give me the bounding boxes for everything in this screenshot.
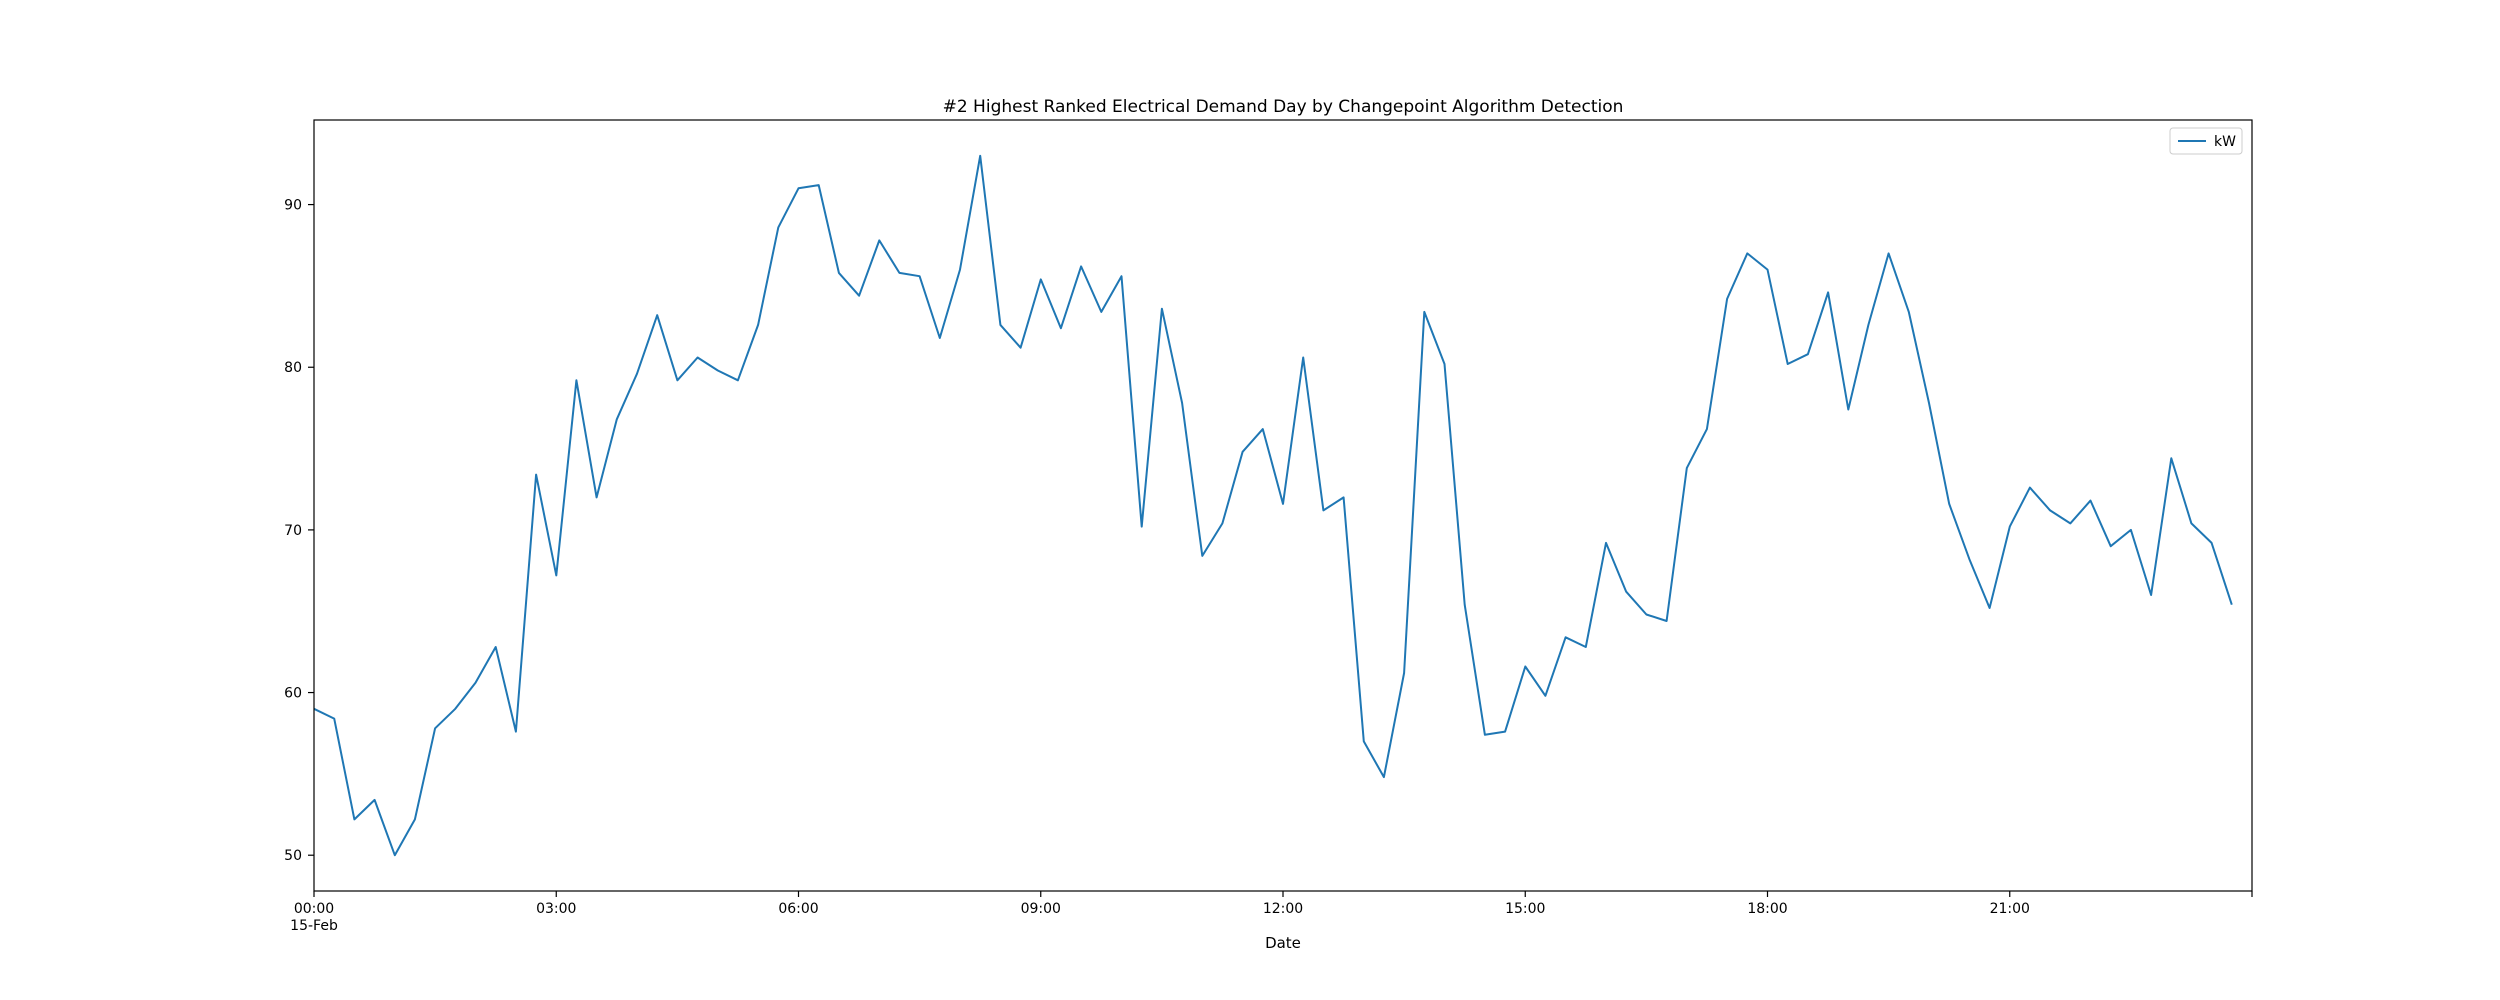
series-line-kw	[313, 154, 2233, 857]
x-tick-sublabel: 15-Feb	[290, 918, 338, 934]
y-tick-label: 60	[284, 686, 302, 702]
x-tick-label: 09:00	[1021, 901, 1061, 917]
x-tick-label: 03:00	[536, 901, 576, 917]
plot-area	[313, 119, 2253, 892]
y-tick-label: 70	[284, 523, 302, 539]
plot-frame	[313, 119, 2253, 892]
x-tick-label: 06:00	[778, 901, 818, 917]
x-tick-label: 15:00	[1505, 901, 1545, 917]
x-tick-label: 18:00	[1747, 901, 1787, 917]
x-tick-label: 12:00	[1263, 901, 1303, 917]
x-axis-label: Date	[1265, 934, 1301, 952]
y-tick-label: 90	[284, 198, 302, 214]
x-tick-label: 21:00	[1990, 901, 2030, 917]
legend: kW	[2169, 127, 2243, 155]
chart-title: #2 Highest Ranked Electrical Demand Day …	[943, 97, 1624, 117]
y-axis: 50 60 70 80 90	[284, 198, 314, 864]
y-tick-label: 80	[284, 360, 302, 376]
x-tick-label: 00:00	[294, 901, 334, 917]
legend-label: kW	[2214, 134, 2236, 150]
y-tick-label: 50	[284, 848, 302, 864]
